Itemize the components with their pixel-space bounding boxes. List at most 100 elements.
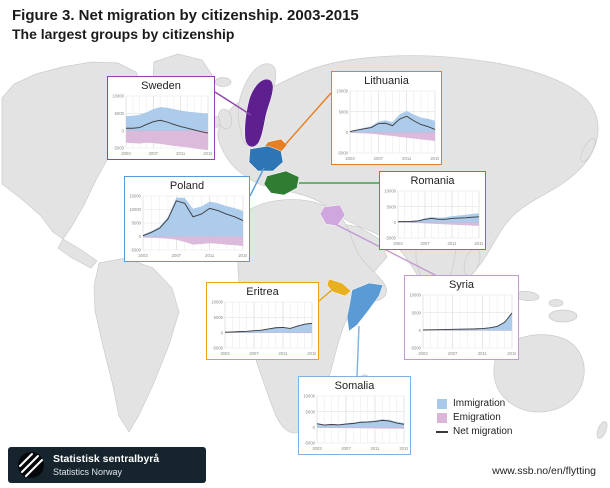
svg-text:2007: 2007 xyxy=(149,151,159,156)
legend-label-emigration: Emigration xyxy=(453,412,501,423)
chart-sweden: 10000 5000 0 -5000 2003 2007 2011 2015 xyxy=(110,93,212,157)
svg-text:0: 0 xyxy=(139,234,142,239)
svg-text:-5000: -5000 xyxy=(113,146,124,151)
country-shape-sweden xyxy=(244,78,274,148)
panel-poland: Poland 15000 10000 5000 0 -5000 2003 2007 2011 2… xyxy=(124,176,250,262)
svg-text:2003: 2003 xyxy=(312,446,322,451)
svg-text:2015: 2015 xyxy=(203,151,212,156)
panel-title-sweden: Sweden xyxy=(141,80,181,92)
south-america xyxy=(93,257,180,433)
legend-item-emigration: Emigration xyxy=(437,412,512,423)
svg-text:-5000: -5000 xyxy=(304,441,315,446)
svg-text:-5000: -5000 xyxy=(410,346,421,351)
svg-text:10000: 10000 xyxy=(409,293,421,298)
panel-title-eritrea: Eritrea xyxy=(246,286,279,298)
svg-text:2015: 2015 xyxy=(474,241,483,246)
legend-item-net-migration: Net migration xyxy=(436,426,513,437)
svg-text:2011: 2011 xyxy=(176,151,186,156)
ssb-logo-icon xyxy=(18,452,44,478)
svg-text:0: 0 xyxy=(221,330,224,335)
svg-text:2015: 2015 xyxy=(307,351,316,356)
sulawesi xyxy=(548,299,564,307)
panel-title-lithuania: Lithuania xyxy=(364,75,409,87)
svg-text:-5000: -5000 xyxy=(385,236,396,241)
svg-text:10000: 10000 xyxy=(112,94,124,99)
svg-text:0: 0 xyxy=(394,220,397,225)
svg-text:5000: 5000 xyxy=(132,221,142,226)
panel-syria: Syria 10000 5000 0 -5000 2003 2007 2011 2015 xyxy=(404,275,519,360)
emigration-swatch-icon xyxy=(437,412,447,423)
svg-text:2011: 2011 xyxy=(278,351,288,356)
org-name-native: Statistisk sentralbyrå xyxy=(53,453,160,466)
svg-text:0: 0 xyxy=(313,425,316,430)
connector-syria xyxy=(336,224,438,277)
chart-syria: 10000 5000 0 -5000 2003 2007 2011 2015 xyxy=(407,292,516,357)
svg-text:2003: 2003 xyxy=(345,156,355,161)
svg-text:5000: 5000 xyxy=(306,409,316,414)
svg-text:10000: 10000 xyxy=(384,189,396,194)
svg-text:2011: 2011 xyxy=(205,253,215,258)
legend-label-net-migration: Net migration xyxy=(453,426,513,437)
svg-text:2003: 2003 xyxy=(418,351,428,356)
svg-text:2011: 2011 xyxy=(370,446,380,451)
legend: Immigration Emigration Net migration xyxy=(436,398,513,437)
svg-text:15000: 15000 xyxy=(129,194,141,199)
svg-text:2015: 2015 xyxy=(507,351,516,356)
panel-romania: Romania 10000 5000 0 -5000 2003 2007 2011 2015 xyxy=(379,171,486,250)
panel-sweden: Sweden 10000 5000 0 -5000 2003 2007 2011 2015 xyxy=(107,76,215,160)
svg-text:2003: 2003 xyxy=(393,241,403,246)
svg-text:2011: 2011 xyxy=(478,351,488,356)
panel-somalia: Somalia 10000 5000 0 -5000 2003 2007 2011 2015 xyxy=(298,376,411,455)
svg-text:10000: 10000 xyxy=(303,394,315,399)
chart-lithuania: 10000 5000 0 -5000 2003 2007 2011 2015 xyxy=(334,88,439,162)
net-migration-line-icon xyxy=(436,430,448,433)
panel-title-poland: Poland xyxy=(169,180,205,192)
panel-lithuania: Lithuania 10000 5000 0 -5000 2003 2007 2011 201… xyxy=(331,71,442,165)
new-guinea xyxy=(548,309,578,323)
svg-text:0: 0 xyxy=(122,128,125,133)
svg-text:10000: 10000 xyxy=(129,207,141,212)
svg-text:2007: 2007 xyxy=(448,351,458,356)
iceland xyxy=(214,77,232,87)
svg-text:2003: 2003 xyxy=(121,151,131,156)
svg-text:10000: 10000 xyxy=(211,300,223,305)
svg-text:2003: 2003 xyxy=(138,253,148,258)
legend-label-immigration: Immigration xyxy=(453,398,506,409)
panel-title-somalia: Somalia xyxy=(334,380,375,392)
figure-title: Figure 3. Net migration by citizenship. … xyxy=(12,7,359,24)
svg-text:5000: 5000 xyxy=(412,310,422,315)
svg-text:-5000: -5000 xyxy=(337,151,348,156)
svg-text:2007: 2007 xyxy=(341,446,351,451)
immigration-swatch-icon xyxy=(437,398,447,409)
svg-text:2007: 2007 xyxy=(374,156,384,161)
country-shape-syria xyxy=(319,204,346,227)
svg-text:2015: 2015 xyxy=(430,156,439,161)
chart-romania: 10000 5000 0 -5000 2003 2007 2011 2015 xyxy=(382,188,483,247)
svg-text:2007: 2007 xyxy=(249,351,259,356)
country-shape-poland xyxy=(248,145,284,172)
country-shape-eritrea xyxy=(326,278,352,297)
chart-somalia: 10000 5000 0 -5000 2003 2007 2011 2015 xyxy=(301,393,408,452)
country-shape-romania xyxy=(263,170,300,196)
legend-item-immigration: Immigration xyxy=(437,398,512,409)
svg-text:10000: 10000 xyxy=(336,89,348,94)
svg-text:0: 0 xyxy=(346,130,349,135)
new-zealand xyxy=(596,421,608,439)
svg-text:2007: 2007 xyxy=(172,253,182,258)
connector-poland xyxy=(249,167,265,197)
org-text: Statistisk sentralbyrå Statistics Norway xyxy=(53,453,159,477)
svg-text:5000: 5000 xyxy=(339,109,349,114)
country-shape-somalia xyxy=(346,282,384,332)
chart-eritrea: 10000 5000 0 -5000 2003 2007 2011 2015 xyxy=(209,299,316,357)
connector-somalia xyxy=(356,325,360,377)
svg-text:2011: 2011 xyxy=(447,241,457,246)
source-url: www.ssb.no/en/flytting xyxy=(492,465,596,477)
svg-text:2007: 2007 xyxy=(420,241,430,246)
panel-title-romania: Romania xyxy=(410,175,455,187)
connector-lithuania xyxy=(283,92,332,147)
svg-text:0: 0 xyxy=(419,328,422,333)
org-name-english: Statistics Norway xyxy=(53,466,123,477)
figure-header: Figure 3. Net migration by citizenship. … xyxy=(12,6,359,42)
japan xyxy=(580,137,596,163)
chart-poland: 15000 10000 5000 0 -5000 2003 2007 2011 2015 xyxy=(127,193,247,259)
